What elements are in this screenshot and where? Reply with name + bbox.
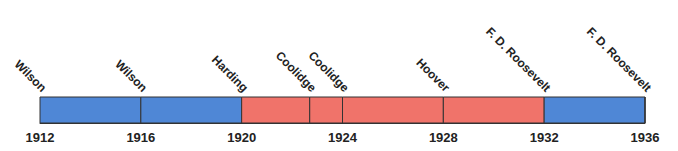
svg-text:1924: 1924 bbox=[328, 130, 358, 145]
svg-text:F. D. Roosevelt: F. D. Roosevelt bbox=[584, 25, 654, 95]
svg-text:Wilson: Wilson bbox=[112, 57, 150, 95]
svg-text:F. D. Roosevelt: F. D. Roosevelt bbox=[483, 25, 553, 95]
svg-text:Hoover: Hoover bbox=[413, 56, 452, 95]
svg-text:1912: 1912 bbox=[26, 130, 55, 145]
svg-text:1916: 1916 bbox=[126, 130, 155, 145]
svg-text:1936: 1936 bbox=[631, 130, 660, 145]
svg-text:Wilson: Wilson bbox=[12, 57, 50, 95]
svg-text:Harding: Harding bbox=[209, 53, 251, 95]
svg-text:1920: 1920 bbox=[227, 130, 256, 145]
svg-text:1928: 1928 bbox=[429, 130, 458, 145]
svg-text:Coolidge: Coolidge bbox=[272, 48, 319, 95]
svg-text:Coolidge: Coolidge bbox=[306, 49, 352, 95]
svg-text:1932: 1932 bbox=[530, 130, 559, 145]
